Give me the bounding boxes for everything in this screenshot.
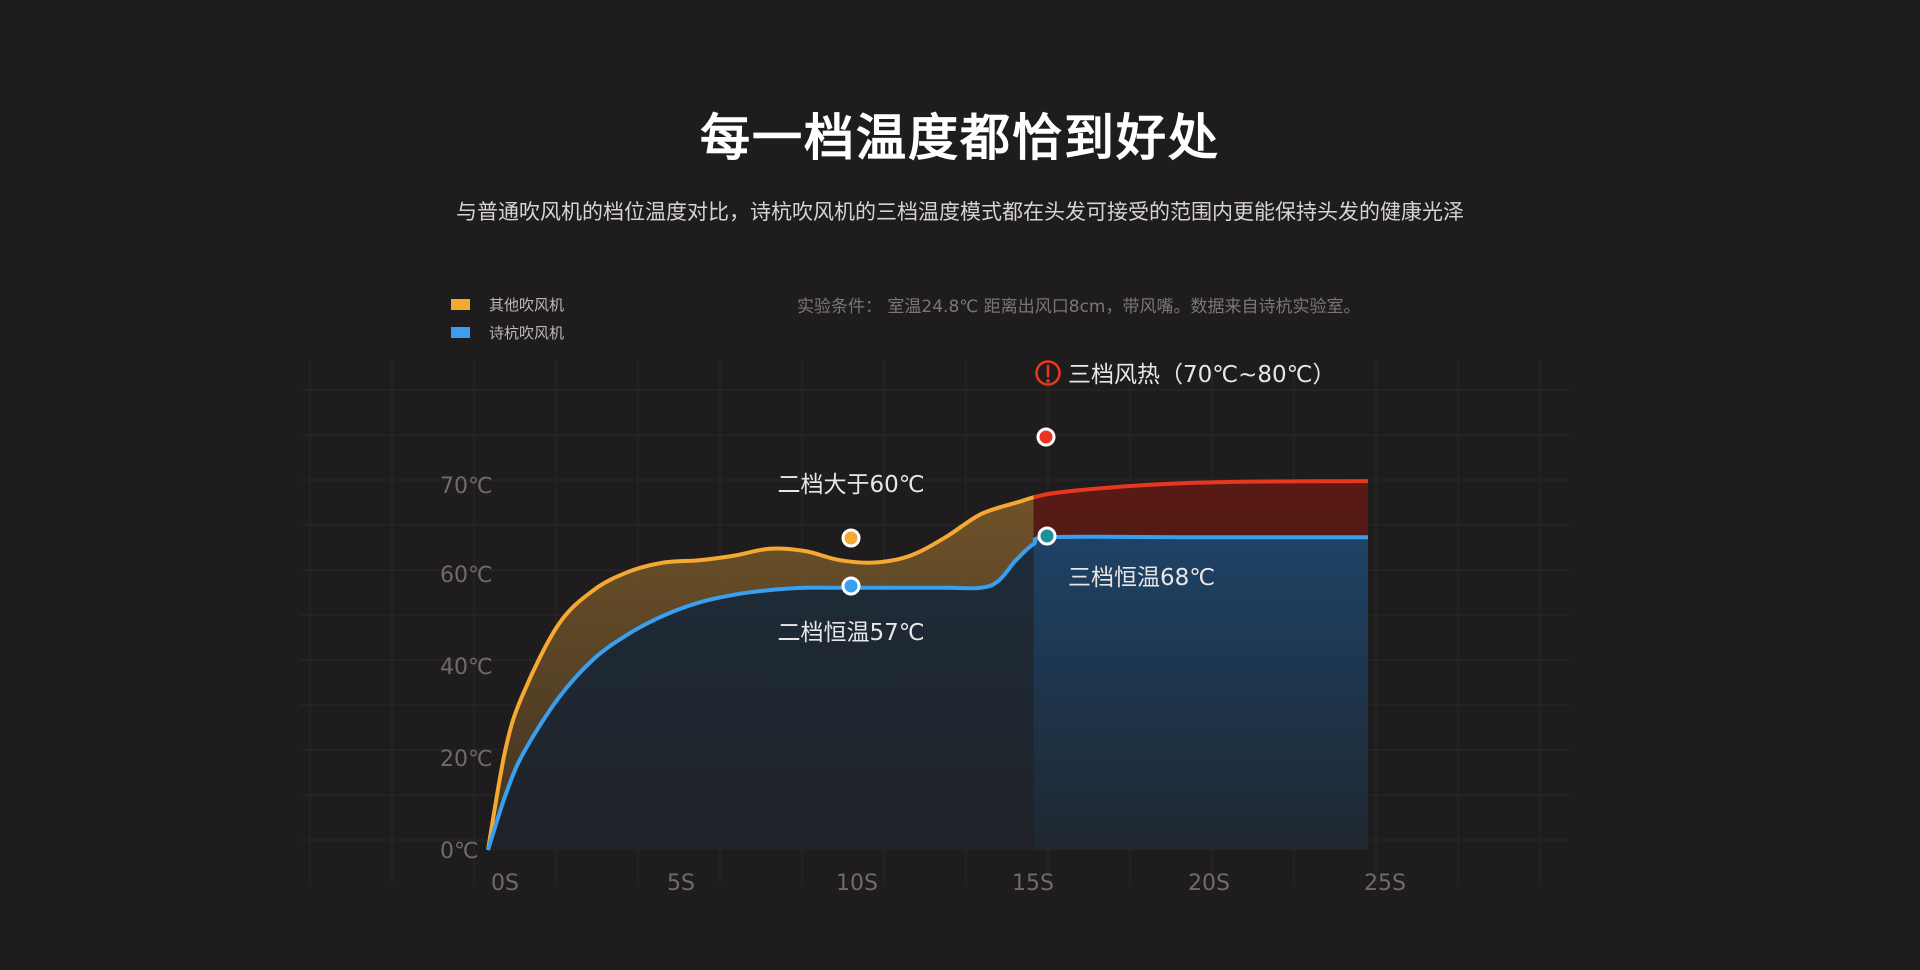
data-marker xyxy=(841,576,861,596)
annotation-label: 三档风热（70℃~80℃） xyxy=(1068,362,1335,388)
legend-item-shihang: 诗杭吹风机 xyxy=(451,318,564,346)
legend-label-shihang: 诗杭吹风机 xyxy=(489,323,565,342)
legend-swatch-shihang xyxy=(451,326,470,338)
x-tick-label: 5S xyxy=(667,871,695,896)
legend-item-other: 其他吹风机 xyxy=(451,290,564,318)
series-line-shihang xyxy=(486,534,1368,851)
data-marker xyxy=(1036,427,1056,447)
page-subtitle: 与普通吹风机的档位温度对比，诗杭吹风机的三档温度模式都在头发可接受的范围内更能保… xyxy=(456,200,1464,224)
page-title: 每一档温度都恰到好处 xyxy=(700,109,1220,167)
series-line-other xyxy=(486,495,1034,851)
marker-label: 三档恒温68℃ xyxy=(1068,565,1215,591)
alert-circle-icon xyxy=(1035,360,1061,386)
series-line-other-hot xyxy=(1033,479,1369,500)
x-tick-label: 15S xyxy=(1012,871,1054,896)
marker-label: 二档恒温57℃ xyxy=(777,620,924,646)
x-tick-label: 10S xyxy=(836,871,878,896)
area-shihang-high-gear xyxy=(1033,536,1368,850)
marker-label: 二档大于60℃ xyxy=(777,472,924,498)
x-tick-label: 20S xyxy=(1188,871,1230,896)
y-tick-label: 40℃ xyxy=(440,655,493,680)
y-tick-label: 0℃ xyxy=(440,839,479,864)
legend-swatch-other xyxy=(451,298,470,310)
y-tick-label: 70℃ xyxy=(440,474,493,499)
y-tick-label: 60℃ xyxy=(440,563,493,588)
x-tick-label: 25S xyxy=(1364,871,1406,896)
experiment-conditions: 实验条件： 室温24.8℃ 距离出风口8cm，带风嘴。数据来自诗杭实验室。 xyxy=(797,297,1361,317)
alert-circle-dot xyxy=(1046,379,1050,383)
chart-legend: 其他吹风机 诗杭吹风机 xyxy=(451,290,564,346)
legend-label-other: 其他吹风机 xyxy=(489,295,565,314)
y-tick-label: 20℃ xyxy=(440,747,493,772)
data-marker xyxy=(841,528,861,548)
alert-circle-ring xyxy=(1035,360,1061,386)
x-tick-label: 0S xyxy=(491,871,519,896)
data-marker xyxy=(1037,526,1057,546)
area-shihang-low-gear xyxy=(488,544,1034,850)
